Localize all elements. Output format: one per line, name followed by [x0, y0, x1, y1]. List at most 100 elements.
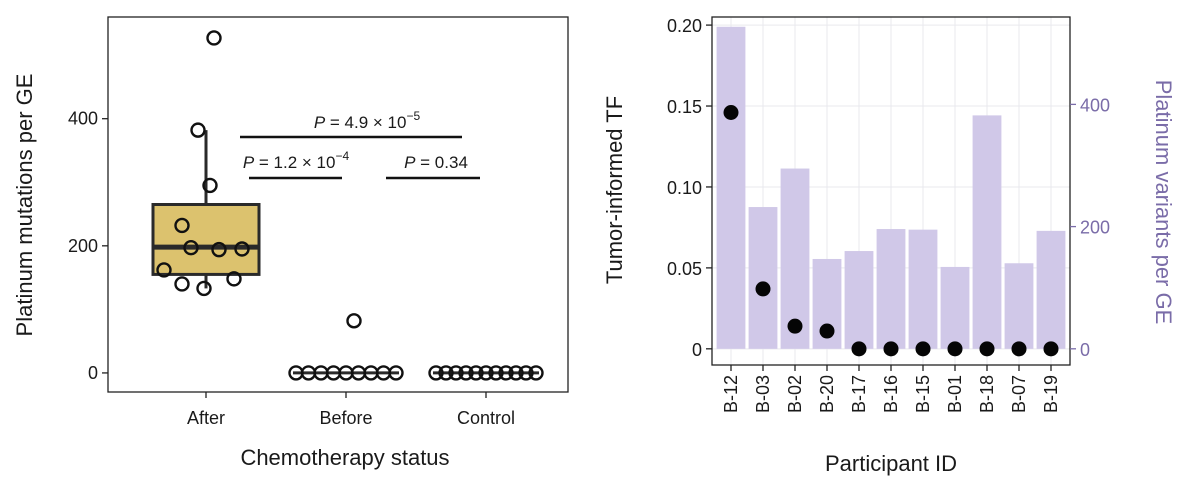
right-x-ticks: B-12 B-03 B-02 B-20 B-17 B-16 B-15 B-01 B-18 B-07…	[721, 365, 1061, 413]
bar	[940, 266, 970, 349]
right-bars	[716, 26, 1066, 349]
bar	[844, 251, 874, 349]
right-y-tick-label: 0.05	[667, 259, 702, 279]
data-point	[174, 217, 190, 234]
right-points	[723, 104, 1059, 357]
box-iqr	[151, 203, 261, 276]
right-x-tick-label: B-15	[913, 375, 933, 413]
right-x-tick-label: B-18	[977, 375, 997, 413]
left-boxes	[151, 130, 539, 375]
data-point	[234, 241, 250, 257]
left-x-ticks: After Before Control	[187, 392, 515, 428]
right-y-tick-label: 0.20	[667, 16, 702, 36]
data-point	[488, 365, 504, 381]
p-value-symbol: P	[243, 153, 255, 172]
right-secondary-y-tick-label: 0	[1080, 340, 1090, 360]
bar	[1004, 263, 1034, 349]
data-point	[1043, 341, 1059, 357]
data-point	[518, 365, 534, 381]
left-y-tick-label: 400	[68, 109, 98, 129]
data-point	[851, 341, 867, 357]
bar	[908, 229, 938, 349]
bar	[748, 207, 778, 349]
data-point	[498, 365, 514, 381]
data-point	[723, 104, 739, 120]
data-point	[183, 240, 199, 256]
data-point	[346, 313, 362, 329]
right-secondary-y-axis-label: Platinum variants per GE	[1151, 80, 1176, 325]
data-point	[448, 365, 464, 381]
left-x-tick-label: Control	[457, 408, 515, 428]
p-value-text: = 1.2 × 10	[254, 153, 335, 172]
right-x-tick-label: B-16	[881, 375, 901, 413]
data-point	[819, 323, 835, 339]
right-x-tick-label: B-17	[849, 375, 869, 413]
data-point	[202, 177, 218, 194]
data-point	[458, 365, 474, 381]
data-point	[428, 365, 444, 381]
right-left-y-ticks: 0 0.05 0.10 0.15 0.20	[667, 16, 712, 360]
left-y-tick-label: 0	[88, 363, 98, 383]
p-value-label: P = 0.34	[404, 153, 468, 172]
right-y-axis-label: Tumor-informed TF	[602, 96, 627, 284]
data-point	[438, 365, 454, 381]
right-x-tick-label: B-03	[753, 375, 773, 413]
data-point	[206, 30, 222, 46]
right-x-tick-label: B-01	[945, 375, 965, 413]
data-point	[1011, 341, 1027, 357]
data-point	[174, 276, 190, 292]
data-point	[979, 341, 995, 357]
p-value-exponent: −4	[335, 149, 349, 163]
p-value-symbol: P	[404, 153, 416, 172]
left-x-tick-label: After	[187, 408, 225, 428]
data-point	[528, 365, 544, 381]
data-point	[947, 341, 963, 357]
data-point	[883, 341, 899, 357]
data-point	[156, 262, 172, 278]
data-point	[211, 241, 227, 258]
left-y-ticks: 0 200 400	[68, 109, 108, 383]
data-point	[388, 365, 404, 381]
data-point	[196, 280, 212, 297]
right-y-tick-label: 0	[692, 340, 702, 360]
right-right-y-ticks: 0 200 400	[1070, 95, 1110, 360]
right-secondary-y-tick-label: 200	[1080, 218, 1110, 238]
data-point	[478, 365, 494, 381]
significance-brackets: P = 4.9 × 10−5P = 1.2 × 10−4 P = 0.34	[240, 109, 480, 180]
right-secondary-y-tick-label: 400	[1080, 95, 1110, 115]
bar	[876, 229, 906, 349]
p-value-text: = 4.9 × 10	[325, 113, 406, 132]
left-y-axis-label: Platinum mutations per GE	[12, 74, 37, 337]
right-x-axis-label: Participant ID	[825, 451, 957, 476]
right-x-tick-label: B-12	[721, 375, 741, 413]
left-y-tick-label: 200	[68, 236, 98, 256]
right-x-tick-label: B-02	[785, 375, 805, 413]
p-value-symbol: P	[314, 113, 326, 132]
bar	[716, 26, 746, 349]
left-x-tick-label: Before	[319, 408, 372, 428]
p-value-exponent: −5	[406, 109, 420, 123]
right-x-tick-label: B-20	[817, 375, 837, 413]
left-x-axis-label: Chemotherapy status	[240, 445, 449, 470]
data-point	[915, 341, 931, 357]
right-x-tick-label: B-19	[1041, 375, 1061, 413]
data-point	[468, 365, 484, 381]
data-point	[508, 365, 524, 381]
left-plot-frame	[107, 16, 569, 393]
right-y-tick-label: 0.15	[667, 97, 702, 117]
bar	[972, 115, 1002, 349]
data-point	[190, 122, 206, 138]
left-points	[156, 30, 544, 381]
data-point	[755, 281, 771, 297]
right-x-tick-label: B-07	[1009, 375, 1029, 413]
p-value-label: P = 1.2 × 10−4	[243, 149, 350, 172]
p-value-label: P = 4.9 × 10−5	[314, 109, 421, 132]
data-point	[787, 318, 803, 334]
right-y-tick-label: 0.10	[667, 178, 702, 198]
data-point	[226, 271, 242, 287]
bar	[1036, 230, 1066, 349]
p-value-text: = 0.34	[415, 153, 467, 172]
